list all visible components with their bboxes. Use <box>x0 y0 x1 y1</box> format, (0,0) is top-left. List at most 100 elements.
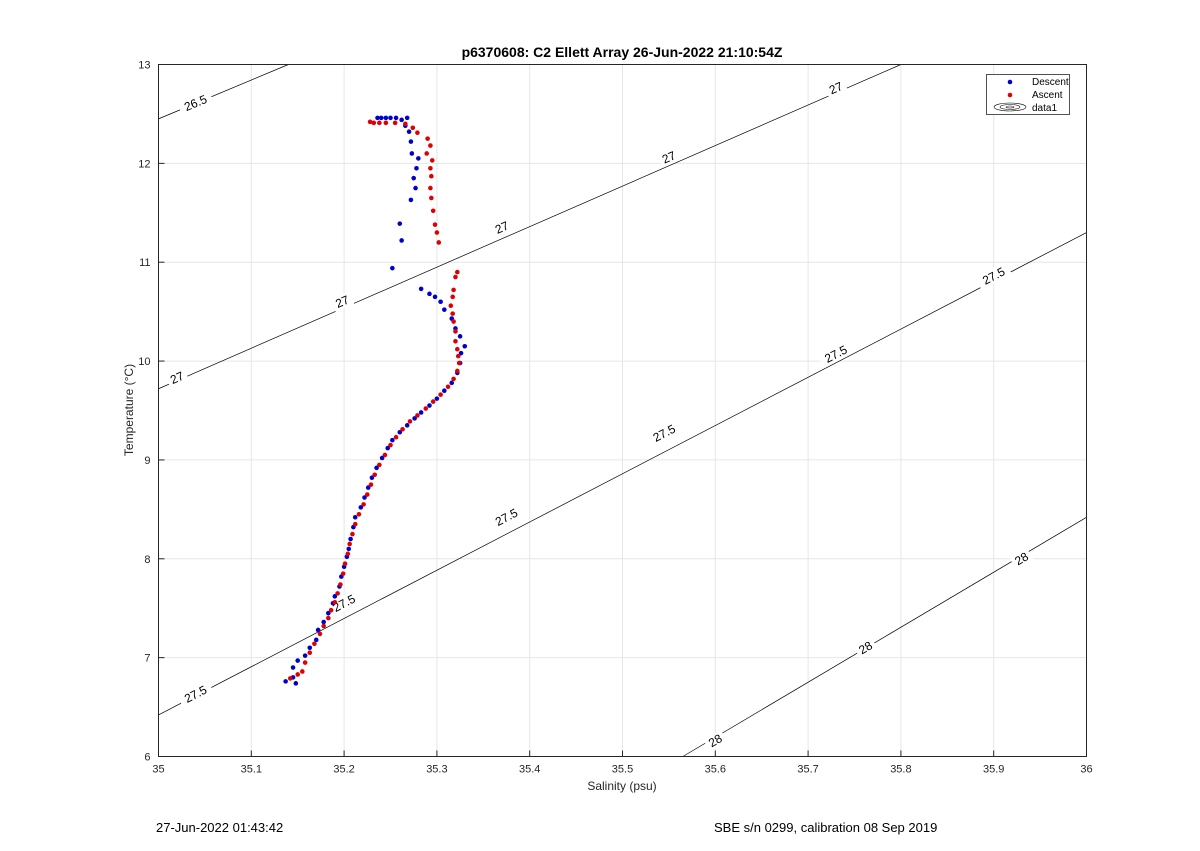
contour-label-bg <box>656 147 681 168</box>
descent-point <box>406 129 412 135</box>
descent-point <box>427 403 432 408</box>
x-axis-label: Salinity (psu) <box>587 779 656 793</box>
descent-point <box>321 619 326 625</box>
ascent-point <box>321 623 326 629</box>
descent-point <box>332 594 338 599</box>
contour-legend-icon <box>993 102 1027 112</box>
descent-point <box>390 437 395 443</box>
y-axis-label: Temperature (°C) <box>122 364 136 456</box>
grid-lines <box>158 64 1087 757</box>
contour-label-bg <box>177 90 215 117</box>
y-tick-label: 7 <box>144 653 150 665</box>
ascent-point <box>428 166 433 171</box>
x-tick-label: 35.8 <box>890 764 911 776</box>
descent-point <box>283 679 288 684</box>
legend-label-descent: Descent <box>1032 77 1069 88</box>
contour-label-bg <box>975 262 1013 291</box>
descent-point <box>442 388 447 394</box>
x-tick-label: 35.5 <box>612 764 633 776</box>
contour-label-bg <box>817 340 855 369</box>
y-tick-label: 13 <box>138 60 150 72</box>
descent-point <box>397 429 403 435</box>
x-tick-label: 35.6 <box>705 764 726 776</box>
contour-label-bg <box>489 217 514 239</box>
ascent-point <box>342 561 348 567</box>
ascent-point <box>388 442 393 448</box>
ascent-point <box>407 419 413 424</box>
descent-point <box>458 350 464 356</box>
legend-marker-descent <box>1007 79 1013 85</box>
contour-label-bg <box>645 419 683 448</box>
ascent-point <box>455 368 460 374</box>
ascent-point <box>428 143 433 148</box>
ascent-point <box>377 462 382 468</box>
ascent-point <box>415 413 420 418</box>
contour-label: 27 <box>168 369 186 387</box>
y-axis-ticks: 6 7 8 9 10 11 12 13 <box>138 60 165 764</box>
ascent-point <box>448 303 454 309</box>
contour-label-bg <box>703 729 728 752</box>
ascent-point <box>430 208 436 214</box>
ascent-point <box>382 452 388 458</box>
ascent-point <box>365 492 370 497</box>
descent-point <box>457 334 463 339</box>
descent-point <box>409 151 415 156</box>
ascent-point <box>410 125 416 131</box>
ascent-point <box>287 676 293 681</box>
ascent-point <box>317 631 323 637</box>
descent-point <box>462 343 468 349</box>
y-tick-label: 10 <box>138 356 150 368</box>
descent-point <box>290 665 296 670</box>
ascent-point <box>371 120 377 126</box>
descent-point <box>307 645 313 651</box>
ascent-point <box>430 399 436 404</box>
descent-point <box>385 445 391 451</box>
descent-point <box>418 286 424 292</box>
series-ascent <box>287 119 462 681</box>
descent-point <box>414 166 419 171</box>
ascent-point <box>453 274 458 280</box>
descent-point <box>427 291 432 297</box>
contour-label: 27 <box>493 218 511 236</box>
descent-point <box>379 455 385 461</box>
x-tick-label: 35.4 <box>519 764 540 776</box>
ascent-point <box>415 130 420 136</box>
ascent-point <box>300 669 305 674</box>
legend-label-ascent: Ascent <box>1032 90 1063 101</box>
descent-point <box>295 658 301 663</box>
y-tick-label: 9 <box>144 455 150 467</box>
ascent-point <box>350 531 355 537</box>
descent-point <box>438 299 443 305</box>
ascent-point <box>335 591 340 596</box>
ascent-point <box>453 329 458 334</box>
contour-label-bg <box>165 367 190 389</box>
ascent-point <box>428 185 433 191</box>
data-points <box>283 115 468 686</box>
descent-point <box>352 514 358 520</box>
descent-point <box>302 653 308 658</box>
contour-label-bg <box>177 680 214 709</box>
descent-point <box>408 139 414 144</box>
y-tick-label: 11 <box>139 257 150 269</box>
descent-point <box>315 627 321 633</box>
ascent-point <box>356 512 362 517</box>
contour-line-26.5 <box>158 64 289 120</box>
descent-point <box>346 546 352 552</box>
ascent-point <box>429 158 435 163</box>
ascent-point <box>455 353 461 359</box>
descent-point <box>393 115 399 121</box>
ascent-point <box>307 650 313 655</box>
descent-point <box>375 115 380 121</box>
ascent-point <box>400 426 405 432</box>
footer-calibration: SBE s/n 0299, calibration 08 Sep 2019 <box>714 820 938 835</box>
x-tick-label: 35.3 <box>426 764 447 776</box>
ascent-point <box>432 222 438 227</box>
contour-label: 28 <box>706 731 725 750</box>
descent-point <box>388 115 393 121</box>
descent-point <box>399 238 404 243</box>
ascent-point <box>451 319 456 324</box>
descent-point <box>313 637 319 643</box>
descent-point <box>362 495 367 500</box>
descent-point <box>404 115 410 121</box>
